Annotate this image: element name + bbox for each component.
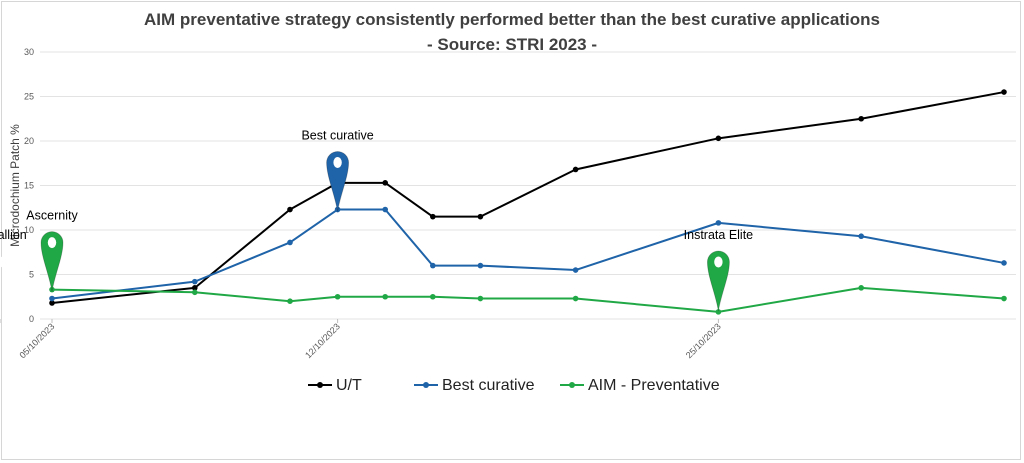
series-1-point-9: [858, 233, 864, 240]
y-tick-label-30: 30: [24, 47, 34, 57]
annotation-label-2: Instrata Elite: [684, 228, 754, 242]
y-tick-label-25: 25: [24, 92, 34, 102]
map-pin-icon-0: [40, 231, 64, 292]
chart-subtitle: - Source: STRI 2023 -: [426, 35, 598, 54]
series-0-point-9: [858, 115, 864, 122]
series-1-point-7: [572, 267, 579, 273]
series-2-point-1: [192, 289, 198, 296]
series-1-point-8: [715, 220, 722, 226]
series-2-point-7: [572, 295, 579, 302]
series-2-point-8: [715, 309, 722, 315]
y-tick-label-15: 15: [24, 181, 34, 191]
map-pin-hole-0: [47, 237, 57, 249]
y-tick-label-5: 5: [29, 270, 34, 280]
series-0-point-10: [1001, 89, 1007, 95]
series-0-point-4: [382, 180, 389, 186]
x-tick-label-2: 25/10/2023: [684, 321, 723, 360]
legend-label-2: AIM - Preventative: [588, 377, 720, 394]
chart-title: AIM preventative strategy consistently p…: [144, 10, 880, 29]
y-tick-label-20: 20: [24, 136, 34, 146]
annotation-label-3: Medallion: [0, 228, 27, 242]
y-axis-label: Microdochium Patch %: [8, 124, 22, 247]
legend-label-0: U/T: [336, 377, 362, 394]
series-0-point-6: [477, 213, 484, 220]
series-1-point-0: [49, 295, 55, 302]
series-1-point-10: [1001, 260, 1007, 266]
series-1-point-5: [430, 262, 436, 269]
series-0-point-1: [192, 285, 198, 291]
series-2-point-10: [1001, 295, 1007, 302]
series-0-point-0: [49, 300, 55, 306]
series-line-0: [51, 91, 1005, 304]
series-1-point-2: [287, 239, 293, 246]
series-0-point-5: [430, 213, 436, 220]
map-pin-hole-2: [714, 256, 723, 268]
series-2-point-2: [287, 298, 293, 305]
series-2-point-6: [477, 295, 484, 302]
series-0-point-2: [287, 206, 293, 213]
legend-marker-0: [317, 382, 323, 388]
annotation-label-0: Ascernity: [26, 209, 78, 223]
series-1-point-1: [192, 278, 198, 285]
series-1-point-4: [382, 206, 389, 213]
series-0-point-8: [715, 135, 722, 142]
map-pin-hole-1: [333, 157, 342, 169]
x-tick-label-0: 05/10/2023: [17, 321, 56, 360]
legend-marker-2: [569, 382, 575, 388]
map-pin-hole-3: [0, 256, 5, 268]
y-tick-label-10: 10: [24, 225, 34, 235]
series-2-point-5: [430, 293, 436, 300]
annotation-label-1: Best curative: [301, 129, 373, 143]
series-2-point-4: [382, 293, 389, 300]
map-pin-icon-1: [326, 151, 350, 212]
series-0-point-7: [572, 166, 579, 173]
series-1-point-6: [477, 262, 484, 269]
x-tick-label-1: 12/10/2023: [303, 321, 342, 360]
series-2-point-3: [334, 293, 341, 300]
legend-label-1: Best curative: [442, 377, 535, 394]
legend-marker-1: [423, 382, 429, 388]
series-2-point-9: [858, 285, 864, 291]
y-tick-label-0: 0: [29, 314, 34, 324]
map-pin-icon-2: [706, 250, 730, 312]
